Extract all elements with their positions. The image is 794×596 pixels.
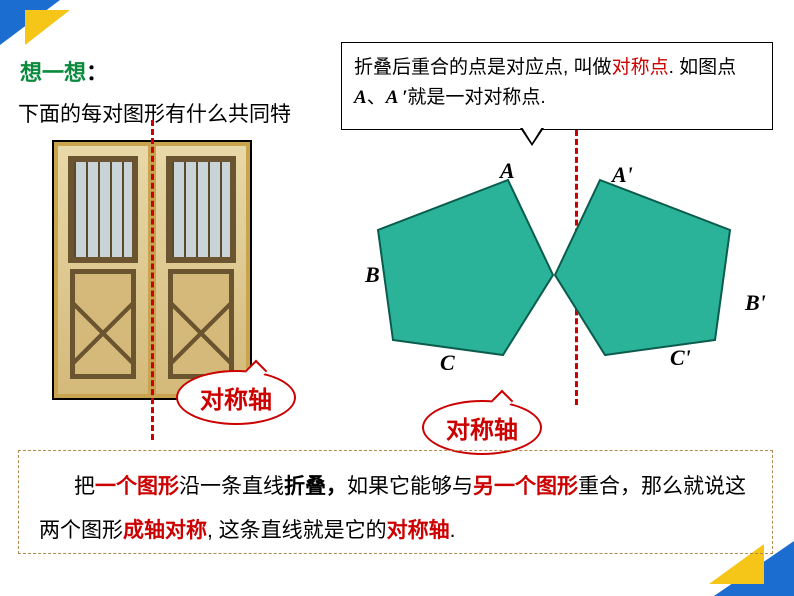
def-r1: 一个图形 xyxy=(95,475,179,498)
def-t6: . xyxy=(450,519,456,542)
label-B: B xyxy=(365,262,380,288)
pentagon-right-shape xyxy=(555,180,730,355)
bubble-axis-1-text: 对称轴 xyxy=(200,387,272,414)
pentagon-right xyxy=(600,180,780,360)
callout-box: 折叠后重合的点是对应点, 叫做对称点. 如图点 A、A ′就是一对对称点. xyxy=(341,42,773,130)
def-r4: 对称轴 xyxy=(387,519,450,542)
think-text: 想一想 xyxy=(20,60,86,85)
def-t3: 如果它能够与 xyxy=(347,475,473,498)
callout-Ap: A ′ xyxy=(386,87,408,108)
bubble-axis-2: 对称轴 xyxy=(422,400,542,455)
bubble-axis-2-text: 对称轴 xyxy=(446,417,518,444)
def-r3: 成轴对称 xyxy=(123,519,207,542)
label-Ap: A' xyxy=(612,162,633,188)
callout-post1: . 如图点 xyxy=(669,57,737,78)
label-Cp: C' xyxy=(670,345,691,371)
think-heading: 想一想： xyxy=(20,55,108,87)
callout-tail xyxy=(520,128,544,146)
subquestion-text: 下面的每对图形有什么共同特 xyxy=(18,98,291,128)
def-r2: 另一个图形 xyxy=(473,475,578,498)
pentagon-left-shape xyxy=(378,180,553,355)
callout-sep: 、 xyxy=(367,87,386,108)
def-t5: , 这条直线就是它的 xyxy=(207,519,387,542)
def-b1: 折叠， xyxy=(284,475,347,498)
callout-post2: 就是一对对称点. xyxy=(407,87,545,108)
think-colon: ： xyxy=(86,60,108,85)
def-t1: 把 xyxy=(74,475,95,498)
def-t2: 沿一条直线 xyxy=(179,475,284,498)
label-A: A xyxy=(500,158,515,184)
door-right xyxy=(152,142,250,398)
axis-line-1 xyxy=(151,120,154,440)
callout-A: A xyxy=(354,87,367,108)
callout-pre: 折叠后重合的点是对应点, 叫做 xyxy=(354,57,612,78)
callout-red: 对称点 xyxy=(612,57,669,78)
definition-box: 把一个图形沿一条直线折叠，如果它能够与另一个图形重合，那么就说这两个图形成轴对称… xyxy=(18,450,773,554)
bubble-axis-1: 对称轴 xyxy=(176,370,296,425)
pentagon-left xyxy=(378,180,558,360)
corner-decoration-tl xyxy=(0,0,80,60)
label-Bp: B' xyxy=(745,290,766,316)
label-C: C xyxy=(440,350,455,376)
door-left xyxy=(54,142,152,398)
